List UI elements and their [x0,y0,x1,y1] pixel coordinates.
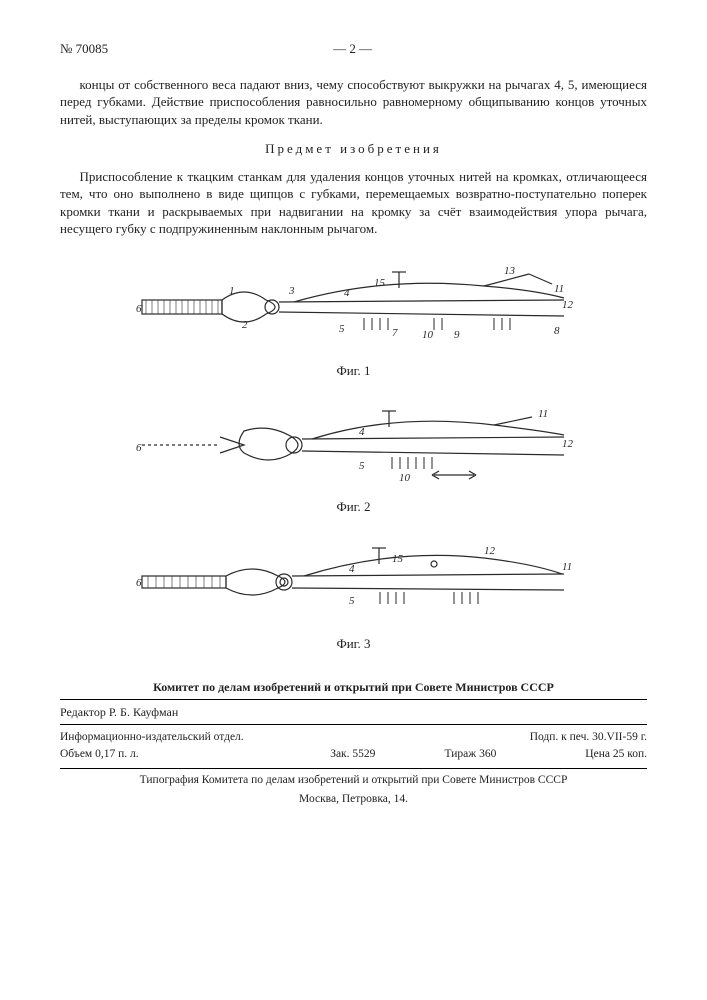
svg-text:7: 7 [392,327,398,339]
publication-table: Информационно-издательский отдел. Подп. … [60,729,647,764]
svg-text:5: 5 [349,595,355,607]
page-number: — 2 — [333,40,372,58]
typography-line: Типография Комитета по делам изобретений… [60,773,647,789]
svg-text:12: 12 [562,299,574,311]
divider [60,699,647,700]
address-line: Москва, Петровка, 14. [60,792,647,808]
divider [60,768,647,769]
pub-dept: Информационно-издательский отдел. [60,729,418,747]
divider [60,724,647,725]
svg-text:12: 12 [484,545,496,557]
pub-price: Цена 25 коп. [523,746,647,764]
editor-line: Редактор Р. Б. Кауфман [60,704,647,720]
paragraph-2: Приспособление к ткацким станкам для уда… [60,168,647,238]
svg-text:13: 13 [504,265,516,277]
svg-text:4: 4 [344,287,350,299]
figure-2-caption: Фиг. 2 [60,498,647,516]
paragraph-1: концы от собственного веса падают вниз, … [60,76,647,129]
svg-text:11: 11 [554,283,564,295]
svg-text:12: 12 [562,438,574,450]
svg-text:15: 15 [392,553,404,565]
pub-tirazh: Тираж 360 [418,746,522,764]
svg-text:6: 6 [136,442,142,454]
svg-text:2: 2 [242,319,248,331]
svg-text:6: 6 [136,577,142,589]
pub-order: Зак. 5529 [287,746,418,764]
svg-text:11: 11 [538,408,548,420]
svg-text:6: 6 [136,303,142,315]
page-header: № 70085 — 2 — [60,40,647,58]
figure-1-caption: Фиг. 1 [60,362,647,380]
svg-text:10: 10 [399,472,411,484]
svg-text:4: 4 [359,426,365,438]
svg-text:10: 10 [422,329,434,341]
svg-text:3: 3 [288,285,295,297]
figure-3: 6 4 5 15 12 11 [60,534,647,629]
section-heading: Предмет изобретения [60,140,647,158]
figure-2: 6 5 4 10 11 12 [60,397,647,492]
patent-number: № 70085 [60,40,108,58]
svg-text:1: 1 [229,285,235,297]
svg-text:15: 15 [374,277,386,289]
pub-date: Подп. к печ. 30.VII-59 г. [418,729,647,747]
svg-text:4: 4 [349,563,355,575]
svg-text:9: 9 [454,329,460,341]
figure-1: 12 34 56 78 910 1112 1315 [60,256,647,356]
pub-volume: Объем 0,17 п. л. [60,746,287,764]
figure-3-caption: Фиг. 3 [60,635,647,653]
svg-text:8: 8 [554,325,560,337]
svg-text:5: 5 [339,323,345,335]
committee-line: Комитет по делам изобретений и открытий … [60,679,647,695]
svg-text:11: 11 [562,561,572,573]
svg-text:5: 5 [359,460,365,472]
